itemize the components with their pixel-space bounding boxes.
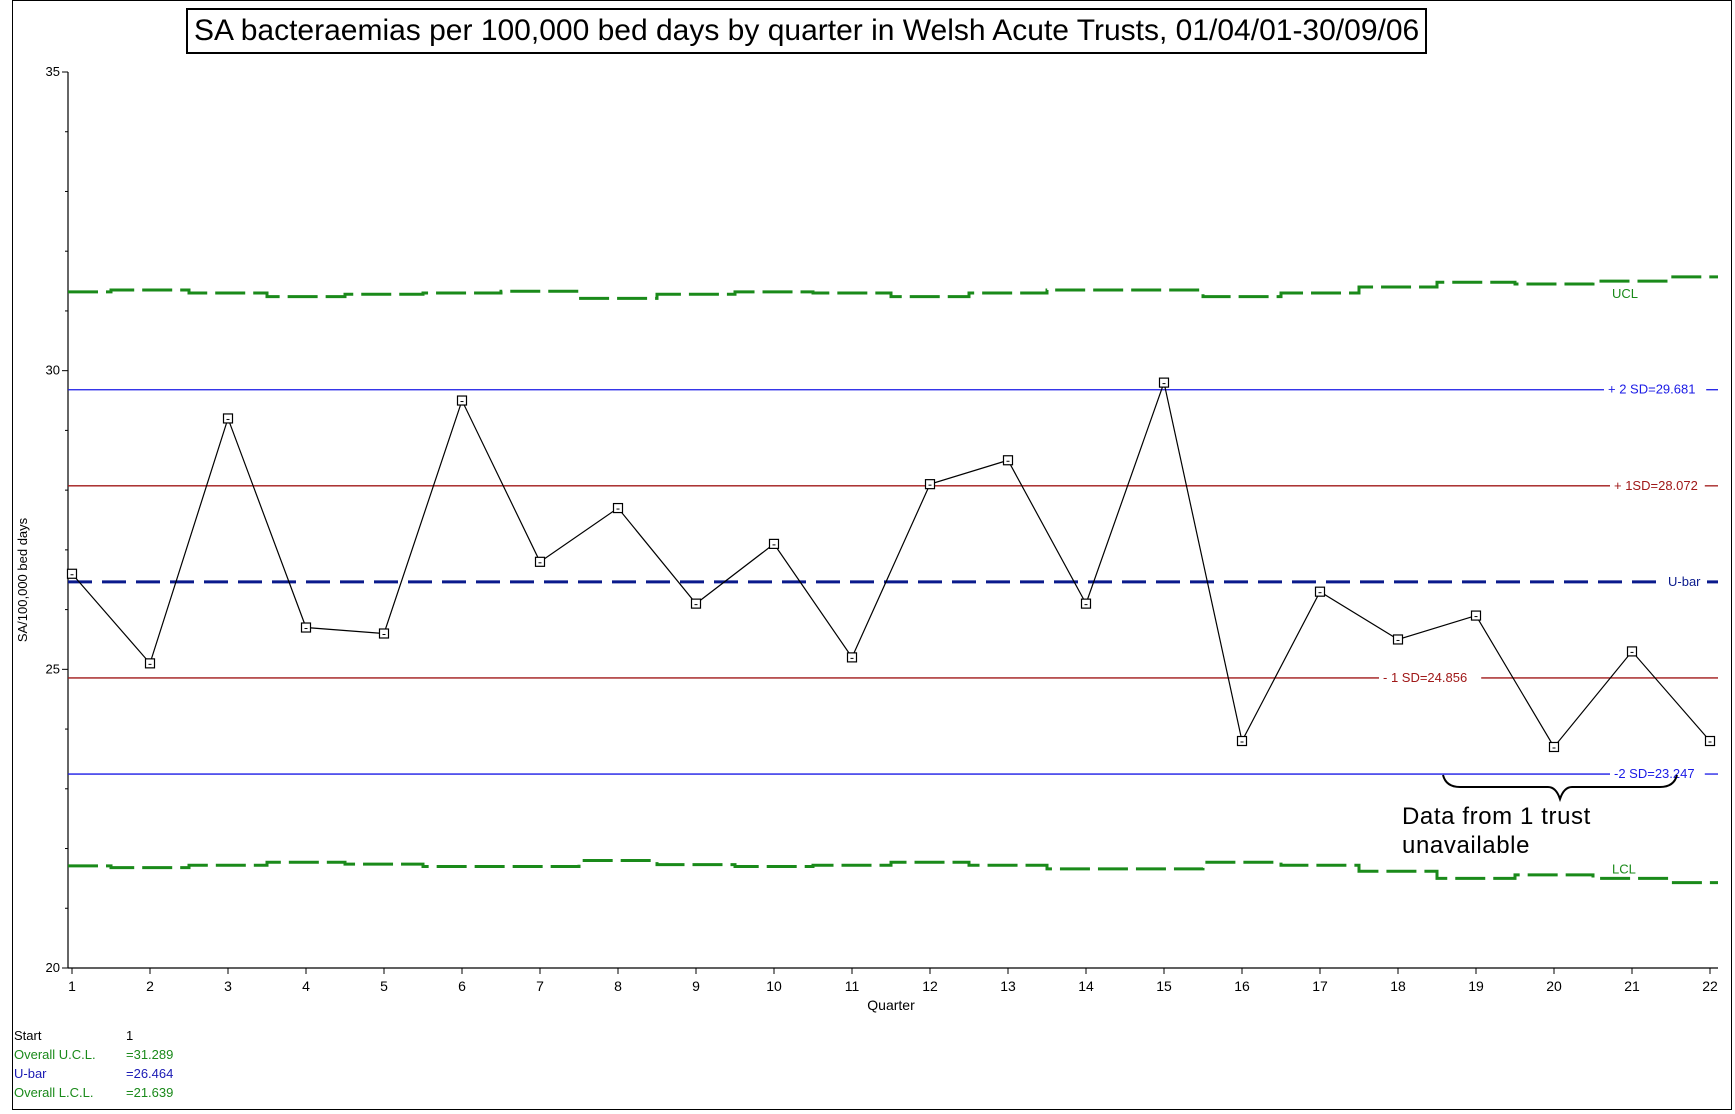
x-tick-label: 11 (845, 978, 860, 994)
footer-lcl-value: =21.639 (126, 1085, 174, 1100)
x-tick-label: 5 (380, 978, 388, 994)
x-tick-label: 9 (692, 978, 700, 994)
data-point (1626, 646, 1638, 657)
y-tick-label: 30 (46, 363, 60, 378)
y-tick-label: 35 (46, 64, 60, 79)
data-point (1158, 377, 1170, 388)
x-tick-label: 10 (766, 978, 782, 994)
data-point (66, 568, 78, 579)
footer-ucl-label: Overall U.C.L. (14, 1047, 96, 1062)
x-tick-label: 20 (1546, 978, 1562, 994)
data-point (378, 628, 390, 639)
footer-ucl-row: Overall U.C.L. =31.289 (14, 1045, 173, 1064)
data-point (456, 395, 468, 406)
data-point (924, 479, 936, 490)
data-point (534, 556, 546, 567)
x-tick-label: 16 (1234, 978, 1250, 994)
data-point (612, 502, 624, 514)
footer-start-row: Start 1 (14, 1026, 173, 1045)
x-tick-label: 17 (1312, 978, 1328, 994)
x-tick-label: 21 (1624, 978, 1640, 994)
footer-lcl-row: Overall L.C.L. =21.639 (14, 1083, 173, 1102)
footer-start-label: Start (14, 1028, 42, 1043)
data-point (690, 598, 702, 609)
summary-footer: Start 1 Overall U.C.L. =31.289 U-bar =26… (14, 1026, 173, 1102)
x-tick-label: 15 (1156, 978, 1172, 994)
data-point (1002, 455, 1014, 466)
x-tick-label: 7 (536, 978, 544, 994)
x-tick-label: 4 (302, 978, 310, 994)
lcl-line (68, 858, 1718, 885)
footer-start-value: 1 (126, 1028, 134, 1043)
data-point (144, 658, 156, 669)
footer-ubar-label: U-bar (14, 1066, 47, 1081)
footer-lcl-label: Overall L.C.L. (14, 1085, 94, 1100)
x-tick-label: 12 (922, 978, 938, 994)
chart-title: SA bacteraemias per 100,000 bed days by … (186, 8, 1428, 54)
annotation-brace (1442, 774, 1678, 803)
data-point (1080, 598, 1092, 609)
annotation-text: Data from 1 trust unavailable (1402, 802, 1591, 860)
x-tick-label: 18 (1390, 978, 1406, 994)
x-tick-label: 14 (1078, 978, 1094, 994)
data-point (846, 652, 858, 663)
y-tick-label: 25 (46, 661, 60, 676)
y-axis-label: SA/100,000 bed days (15, 517, 30, 642)
x-tick-label: 1 (68, 978, 76, 994)
ucl-label: UCL (1612, 286, 1638, 301)
footer-ucl-value: =31.289 (126, 1047, 174, 1062)
x-tick-label: 13 (1000, 978, 1016, 994)
ucl-line (68, 275, 1718, 300)
reference-line-label: U-bar (1668, 574, 1701, 589)
reference-line-label: + 1SD=28.072 (1614, 478, 1698, 493)
data-point (1470, 610, 1482, 621)
x-tick-label: 19 (1468, 978, 1484, 994)
data-point (300, 622, 312, 633)
data-point (1314, 586, 1326, 597)
chart-frame (12, 0, 1732, 1110)
series-line (71, 380, 1711, 749)
data-point (1236, 735, 1248, 747)
data-point (1392, 634, 1404, 645)
reference-line-label: + 2 SD=29.681 (1608, 382, 1695, 397)
footer-ubar-value: =26.464 (126, 1066, 174, 1081)
footer-ubar-row: U-bar =26.464 (14, 1064, 173, 1083)
x-tick-label: 6 (458, 978, 466, 994)
y-tick-label: 20 (46, 960, 60, 975)
x-tick-label: 8 (614, 978, 622, 994)
annotation-line-2: unavailable (1402, 832, 1531, 859)
x-tick-label: 2 (146, 978, 154, 994)
reference-line-label: -2 SD=23.247 (1614, 766, 1695, 781)
data-point (1704, 735, 1716, 747)
x-tick-label: 3 (224, 978, 232, 994)
lcl-label: LCL (1612, 862, 1636, 877)
data-point (1548, 741, 1560, 753)
annotation-line-1: Data from 1 trust (1402, 803, 1591, 830)
data-point (222, 413, 234, 424)
x-tick-label: 22 (1702, 978, 1718, 994)
data-point (768, 538, 780, 549)
x-axis-label: Quarter (867, 997, 915, 1013)
reference-line-label: - 1 SD=24.856 (1383, 670, 1467, 685)
